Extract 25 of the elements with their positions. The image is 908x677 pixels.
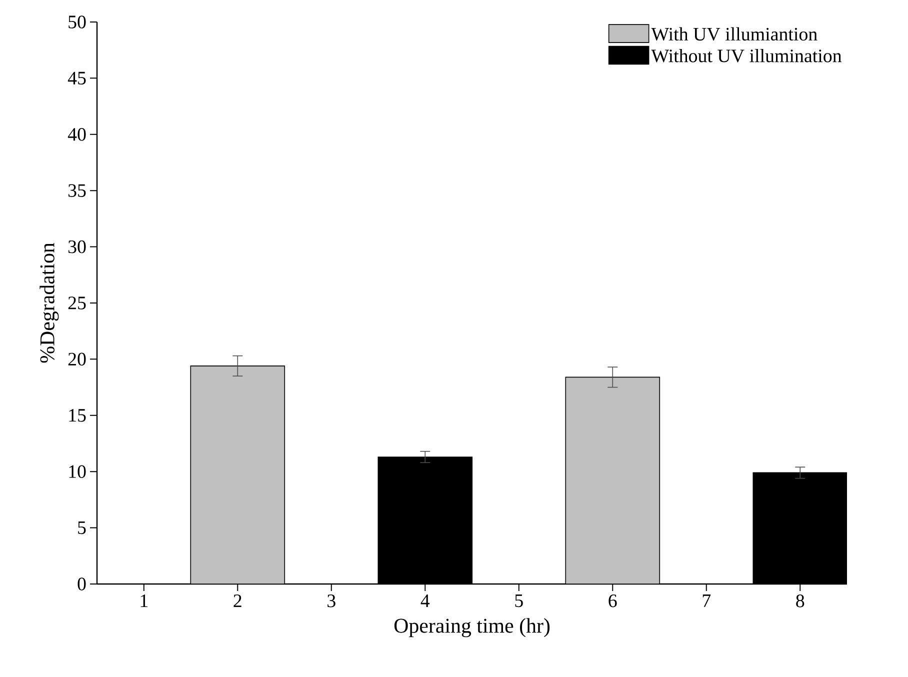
y-tick-label: 15 — [69, 409, 86, 422]
x-tick-label: 8 — [796, 594, 804, 608]
y-tick-label: 50 — [68, 16, 86, 28]
x-axis-title: Operaing time (hr) — [394, 618, 550, 638]
legend-label: With UV illumiantion — [651, 27, 818, 41]
y-tick-label: 0 — [78, 578, 86, 590]
bar — [190, 366, 286, 584]
x-tick-label: 7 — [702, 594, 711, 607]
x-tick-label: 5 — [515, 594, 523, 608]
y-tick-label: 5 — [78, 522, 86, 534]
y-tick-label: 45 — [68, 72, 86, 85]
y-tick-label: 20 — [68, 352, 86, 366]
x-tick-label: 1 — [140, 594, 148, 607]
x-tick-label: 2 — [234, 594, 242, 608]
y-tick-label: 35 — [68, 184, 86, 197]
x-tick-label: 3 — [328, 594, 336, 608]
x-tick-label: 4 — [420, 594, 430, 607]
bar — [565, 376, 660, 584]
y-tick-label: 40 — [68, 128, 86, 141]
y-tick-label: 10 — [69, 465, 86, 478]
y-tick-label: 30 — [68, 240, 86, 254]
y-axis-title: %Degradation — [40, 242, 59, 363]
x-tick-label: 6 — [608, 594, 617, 608]
y-tick-label: 25 — [68, 296, 86, 310]
legend-label: Without UV illumination — [651, 48, 842, 62]
